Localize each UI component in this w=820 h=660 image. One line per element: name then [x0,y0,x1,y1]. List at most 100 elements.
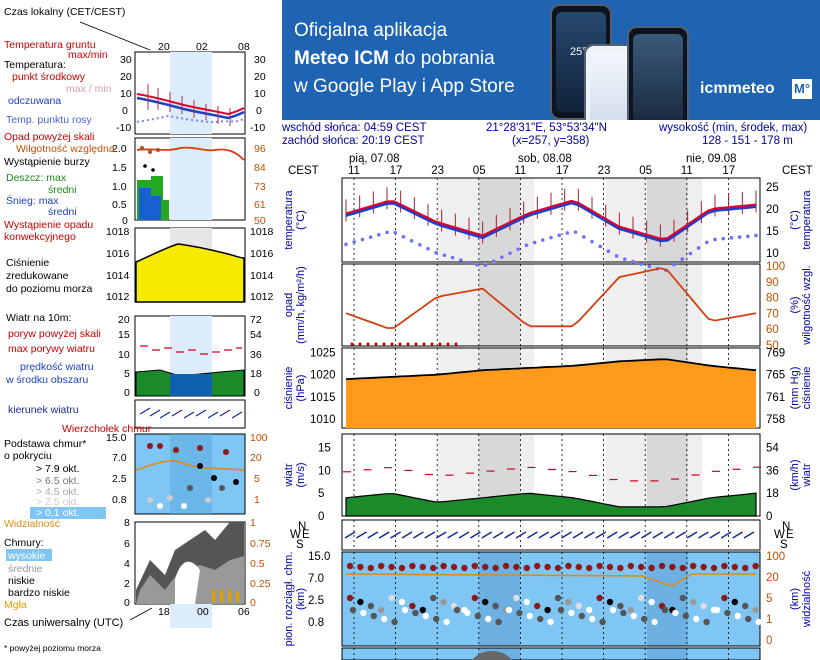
panel-clouds [341,551,761,647]
wind-arrow [538,531,550,539]
tick-label: 1010 [310,414,336,426]
precip-marker [358,342,362,346]
legend-dew: Temp. punktu rosy [6,114,93,126]
legend-cloud-top: Wierzchołek chmur [62,423,152,435]
wind-arrow [549,531,561,539]
tick-label: 36 [766,465,779,477]
hour-tick-label: 11 [514,165,526,177]
dew-point-dot [549,235,553,240]
night-band [647,264,688,346]
dew-point-dot [623,257,627,261]
legend-humidity: Wilgotność względna [16,143,115,155]
tick-label: 5 [766,593,772,605]
cloud-base-dot [357,598,364,606]
cloud-top-dot [679,564,686,572]
cloud-base-dot [682,612,689,620]
tick: 10 [118,349,130,361]
legend-okt-5: > 0.1 okt. [36,507,80,519]
legend-pressure: Ciśnienie zredukowane do poziomu morza [6,257,93,295]
legend-panel: Czas lokalny (CET/CEST) 20 02 08 30 20 1… [4,6,274,653]
tick-label: 5 [318,488,324,500]
hour-tick-label: 11 [681,165,693,177]
twilight-band [438,178,479,262]
dew-point-dot [639,262,643,266]
cloud-base-dot [485,615,492,623]
tick-label: 0 [766,635,772,647]
wind-arrow [447,531,459,539]
elevation-title: wysokość (min, środek, max) [659,122,808,134]
tick: 0 [124,597,130,609]
panel-frame [341,177,761,263]
cloud-base-dot [557,606,565,614]
tick: 100 [250,432,268,444]
tick: 0.75 [250,538,271,550]
wind-arrow [504,531,516,539]
tick: 1016 [250,248,274,260]
cloud-top-dot [752,562,759,570]
wind-arrow [743,531,755,539]
legend-gust-above: poryw powyżej skali [8,328,101,340]
cloud-base-dot [537,615,544,623]
cloud-base-dot [565,598,572,606]
axis-label-visibility: (km)widzialność [789,570,813,628]
cloud-base-dot [586,606,593,614]
cloud-base-dot [690,598,697,606]
tick-label: 0.8 [308,617,324,629]
compass-w: W [774,529,785,541]
tick: 2 [124,578,130,590]
cloud-base-dot [638,594,645,602]
tick: 02 [196,41,208,53]
dew-point-dot [475,263,479,267]
tick-label: 1020 [310,370,336,382]
banner-app-name: Meteo ICM [294,48,389,69]
dew-point-dot [418,242,422,247]
legend-feels: odczuwana [8,95,61,107]
dew-point-dot [508,251,512,255]
cloud-base-dot [609,606,617,614]
tick-label: 100 [766,551,785,563]
dew-point-dot [696,246,701,250]
cloud-top-dot [669,563,676,571]
tick: 8 [124,517,130,529]
cloud-top-dot [378,562,385,570]
dew-point-dot [409,238,414,243]
tick: 1016 [106,248,130,260]
app-banner[interactable]: Oficjalna aplikacja Meteo ICM do pobrani… [282,0,820,120]
cloud-base-dot [464,609,471,617]
wind-arrow [663,531,675,539]
cloud-top-dot [710,564,718,572]
pressure-series: 1025 769 1020 765 1015 761 1010 758 [310,347,785,428]
dew-point-dot [647,264,652,269]
tick: 1012 [250,291,274,303]
cloud-top-dot [721,562,728,570]
panel-background [342,520,760,550]
tick: 20 [250,452,262,464]
hour-tick-label: 17 [556,165,569,177]
wind-arrow [618,531,630,539]
tick-label: 769 [766,347,785,359]
cloud-base-dot [734,612,741,620]
cloud-series: 15.0 7.0 2.5 0.8 100 20 5 1 0 [308,551,785,660]
precip-series: 100 90 80 70 60 50 [345,261,785,352]
cloud-top-dot [409,562,416,570]
cloud-top-dot [617,564,624,572]
cloud-top-dot [534,562,541,570]
tick: 10 [120,88,132,100]
dew-point-dot [729,236,734,240]
wind-arrow [652,531,664,539]
legend-utc-ticks: 18 00 06 [158,606,250,618]
precip-marker [366,342,370,346]
wind-arrow [412,531,424,539]
elevation-values: 128 - 151 - 178 m [702,135,793,147]
legend-rain: Deszcz: max [6,172,67,184]
banner-line-3: w Google Play i App Store [294,76,515,97]
cloud-top-dot [700,563,707,571]
cloud-top-dot [513,563,520,571]
tick-label: 80 [766,293,779,305]
legend-clouds: Chmury: [4,537,44,549]
cloud-base-dot [516,609,523,617]
wind-arrow [481,531,493,539]
twilight-band [520,264,534,346]
legend-cloudcover-ticks: 8 6 4 2 0 1 0.75 0.5 0.25 0 [124,517,271,609]
